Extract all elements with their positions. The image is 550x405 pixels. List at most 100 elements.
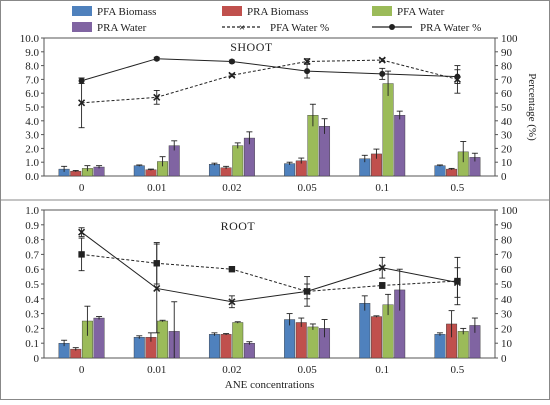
root-ytick-right-label: 70 bbox=[501, 249, 513, 261]
root-ytick-right-label: 100 bbox=[501, 205, 518, 217]
shoot-ytick-right-label: 100 bbox=[501, 33, 518, 45]
shoot-ytick-label: 8.0 bbox=[25, 61, 39, 73]
shoot-ytick-label: 5.0 bbox=[25, 102, 39, 114]
root-ytick-right-label: 10 bbox=[501, 338, 513, 350]
root-ytick-label: 0.5 bbox=[25, 279, 39, 291]
root-ytick-right-label: 30 bbox=[501, 309, 513, 321]
root-bar-pfa-biomass bbox=[434, 334, 446, 359]
shoot-ytick-label: 2.0 bbox=[25, 143, 39, 155]
panel-root: 0 0.1 0.2 0.3 0.4 0.5 0.6 0.7 0.8 0.9 1.0 0 10 20 30 40… bbox=[25, 205, 518, 391]
root-ytick-right-label: 40 bbox=[501, 294, 513, 306]
shoot-xtick-label: 0.02 bbox=[222, 182, 241, 194]
root-ytick-right-label: 50 bbox=[501, 279, 513, 291]
shoot-bar-pfa-biomass bbox=[133, 165, 145, 177]
shoot-line-point-pra-water-pct bbox=[379, 70, 386, 77]
root-bar-pfa-biomass bbox=[359, 303, 371, 359]
root-bar-pra-water bbox=[93, 317, 105, 359]
shoot-ytick-label: 1.0 bbox=[25, 157, 39, 169]
legend-label-pfa-water: PFA Water bbox=[397, 6, 445, 18]
shoot-ytick-label: 0.0 bbox=[25, 171, 39, 183]
shoot-line-point-pra-water-pct bbox=[228, 58, 235, 65]
shoot-line-point-pra-water-pct bbox=[78, 77, 85, 84]
legend-item-pra-biomass: PRA Biomass bbox=[222, 6, 308, 18]
shoot-line-point-pra-water-pct bbox=[454, 73, 461, 80]
shoot-line-point-pfa-water-pct bbox=[303, 57, 311, 66]
shoot-ytick-right-label: 40 bbox=[501, 116, 513, 128]
shoot-ytick-label: 10.0 bbox=[20, 33, 40, 45]
root-ytick-right-label: 60 bbox=[501, 264, 513, 276]
root-bar-pfa-biomass bbox=[208, 334, 220, 359]
legend-item-pfa-water-pct: × PFA Water % bbox=[222, 22, 329, 34]
shoot-bar-pra-biomass bbox=[446, 168, 458, 177]
shoot-line-point-pfa-water-pct bbox=[228, 71, 236, 79]
shoot-ytick-right-label: 30 bbox=[501, 130, 513, 142]
root-ytick-label: 0.2 bbox=[25, 323, 39, 335]
root-ytick-right-label: 20 bbox=[501, 323, 513, 335]
root-line-pfa-water-pct bbox=[81, 253, 458, 292]
legend-item-pra-water: PRA Water bbox=[72, 22, 147, 34]
shoot-panel-title: SHOOT bbox=[230, 40, 273, 54]
legend: PFA Biomass PRA Biomass PFA Water PRA Wa… bbox=[72, 6, 481, 34]
shoot-xtick-label: 0.01 bbox=[147, 182, 166, 194]
shoot-ytick-label: 7.0 bbox=[25, 74, 39, 86]
root-xtick-label: 0.01 bbox=[147, 364, 166, 376]
root-bar-pra-biomass bbox=[295, 322, 307, 359]
shoot-xtick-label: 0.1 bbox=[375, 182, 389, 194]
root-ytick-label: 0 bbox=[34, 353, 40, 365]
shoot-line-point-pfa-water-pct bbox=[153, 93, 161, 101]
shoot-bar-pfa-biomass bbox=[434, 165, 446, 177]
shoot-ytick-right-label: 50 bbox=[501, 102, 513, 114]
root-bar-pfa-water bbox=[457, 331, 469, 359]
root-ytick-label: 1.0 bbox=[25, 205, 39, 217]
root-ytick-label: 0.8 bbox=[25, 235, 39, 247]
shoot-line-pra-water-pct bbox=[81, 58, 458, 82]
legend-item-pfa-water: PFA Water bbox=[372, 6, 445, 18]
root-bar-pra-biomass bbox=[220, 334, 232, 359]
legend-marker-pra-water-pct bbox=[389, 24, 395, 30]
shoot-ytick-right-label: 90 bbox=[501, 47, 513, 59]
root-line-point-pfa-water-pct bbox=[379, 282, 386, 289]
root-xtick-label: 0.05 bbox=[297, 364, 317, 376]
root-bar-pfa-water bbox=[157, 320, 169, 359]
root-line-point-pra-water-pct bbox=[378, 264, 386, 272]
shoot-ytick-right-label: 70 bbox=[501, 74, 513, 86]
legend-label-pra-biomass: PRA Biomass bbox=[247, 6, 308, 18]
shoot-bar-pfa-water bbox=[382, 83, 394, 177]
shoot-xtick-label: 0 bbox=[79, 182, 85, 194]
shoot-line-point-pfa-water-pct bbox=[78, 99, 86, 107]
shoot-ytick-right-label: 80 bbox=[501, 61, 513, 73]
shoot-ytick-right-label: 60 bbox=[501, 88, 513, 100]
legend-item-pra-water-pct: PRA Water % bbox=[372, 22, 481, 34]
shoot-line-point-pra-water-pct bbox=[304, 68, 311, 75]
root-ytick-right-label: 80 bbox=[501, 235, 513, 247]
legend-item-pfa-biomass: PFA Biomass bbox=[72, 6, 156, 18]
shoot-line-point-pra-water-pct bbox=[153, 55, 160, 62]
root-bar-pfa-water bbox=[307, 326, 319, 359]
shoot-xtick-label: 0.05 bbox=[297, 182, 317, 194]
shoot-ytick-right-label: 10 bbox=[501, 157, 513, 169]
root-line-pra-water-pct bbox=[81, 231, 458, 303]
root-line-point-pra-water-pct bbox=[303, 287, 311, 295]
shoot-bar-pra-biomass bbox=[70, 170, 82, 177]
root-xlabel: ANE concentrations bbox=[225, 379, 315, 391]
root-ytick-label: 0.6 bbox=[25, 264, 39, 276]
root-line-point-pra-water-pct bbox=[153, 284, 161, 293]
legend-label-pra-water-pct: PRA Water % bbox=[420, 22, 481, 34]
shoot-ytick-right-label: 20 bbox=[501, 143, 513, 155]
root-ytick-right-label: 0 bbox=[501, 353, 507, 365]
shoot-ytick-label: 4.0 bbox=[25, 116, 39, 128]
root-ytick-label: 0.3 bbox=[25, 309, 39, 321]
root-bar-pfa-biomass bbox=[133, 337, 145, 359]
root-ytick-label: 0.4 bbox=[25, 294, 39, 306]
root-line-point-pra-water-pct bbox=[228, 298, 236, 306]
legend-swatch-pfa-water bbox=[372, 6, 392, 16]
shoot-bar-pfa-biomass bbox=[284, 163, 296, 177]
legend-label-pra-water: PRA Water bbox=[97, 22, 147, 34]
shoot-line-point-pfa-water-pct bbox=[378, 56, 386, 64]
root-panel-title: ROOT bbox=[221, 219, 256, 233]
root-bar-pfa-water bbox=[232, 322, 244, 359]
legend-swatch-pra-water bbox=[72, 22, 92, 32]
shoot-ytick-label: 3.0 bbox=[25, 130, 39, 142]
shoot-ytick-label: 6.0 bbox=[25, 88, 39, 100]
